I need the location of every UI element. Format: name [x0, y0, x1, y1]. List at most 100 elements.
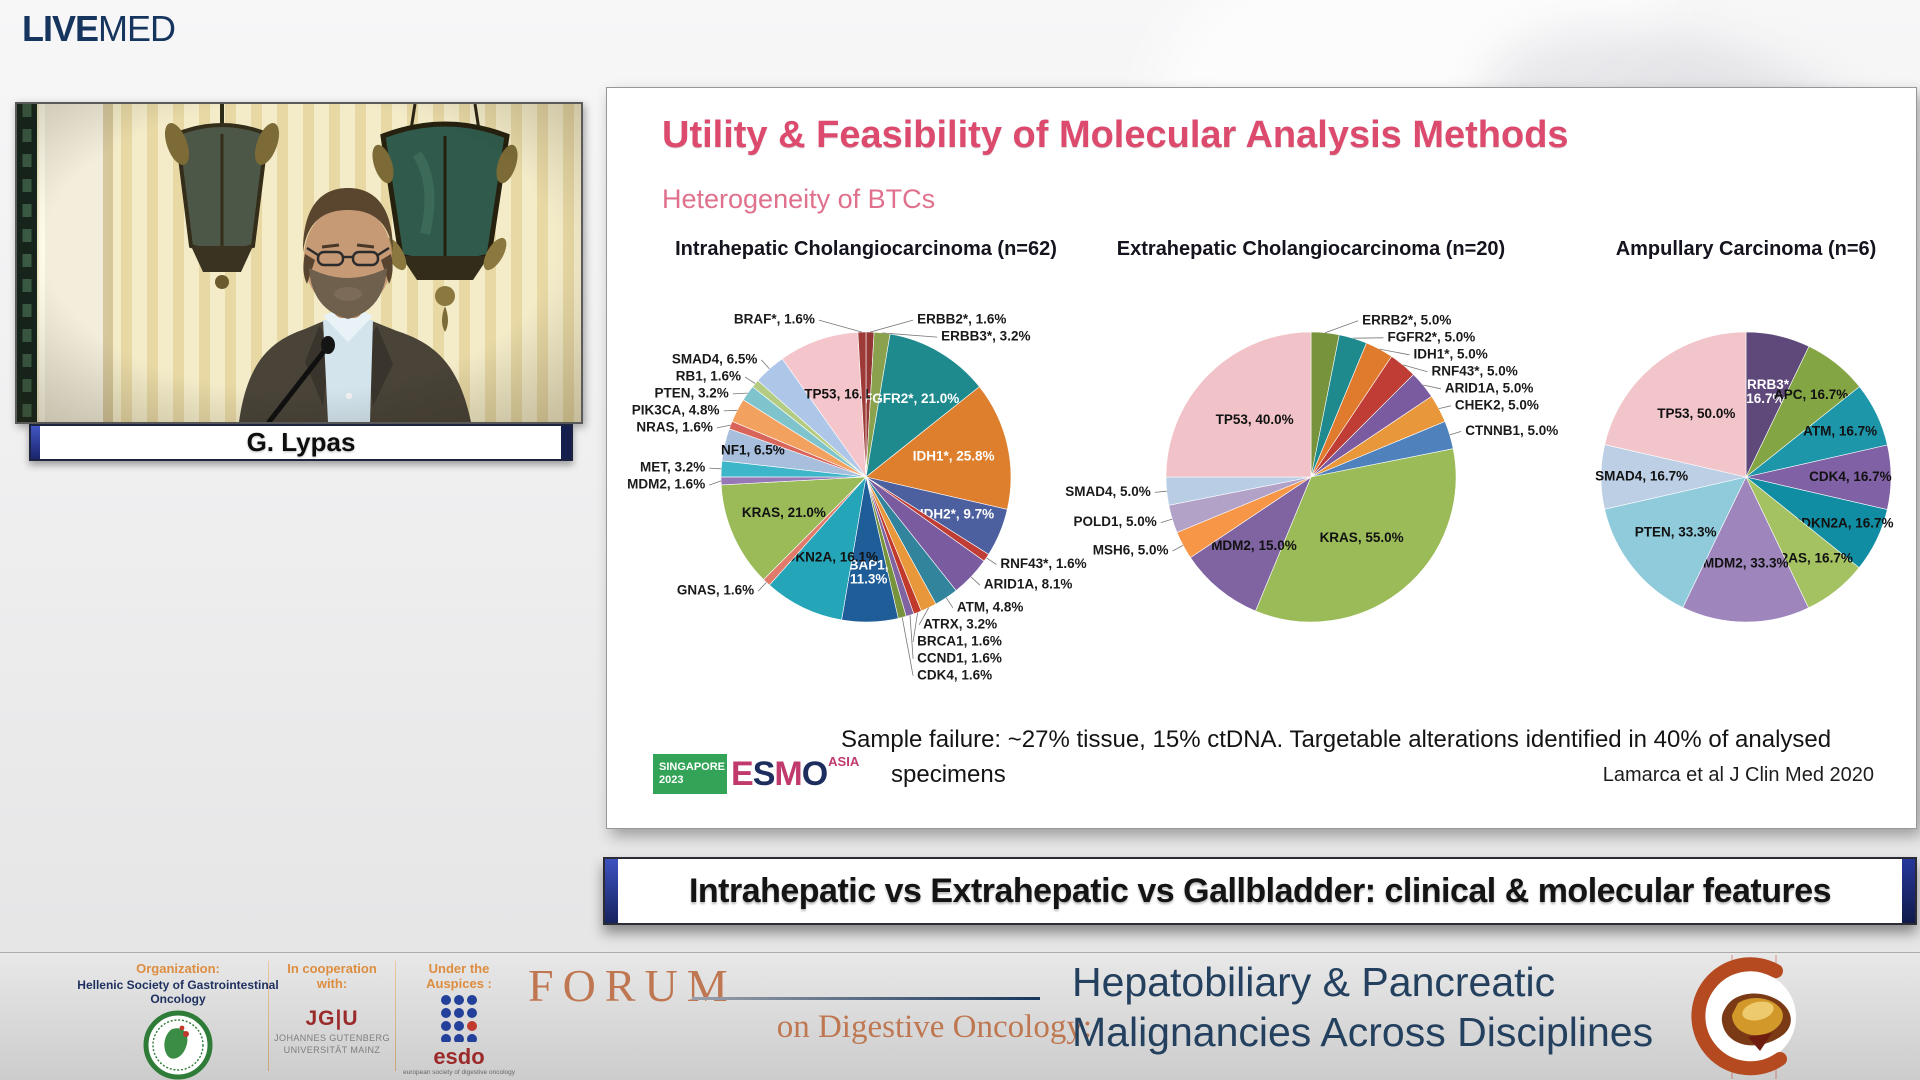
pie-slice: [781, 331, 867, 479]
pie-slice: [720, 476, 867, 581]
forum-topic-line1: Hepatobiliary & Pancreatic: [1072, 959, 1556, 1005]
esmo-wordmark: ESMO: [731, 755, 828, 793]
pie-slice: [768, 476, 867, 621]
pie-label: CDKN2A, 16.7%: [1792, 515, 1894, 530]
pie-label: PTEN, 3.2%: [654, 385, 728, 400]
livemed-logo-live: LIVE: [22, 8, 99, 49]
slide-title: Utility & Feasibility of Molecular Analy…: [662, 114, 1569, 156]
pie-label: FGFR2*, 21.0%: [864, 391, 959, 406]
cooperation-block: In cooperation with: JG|U JOHANNES GUTEN…: [272, 961, 392, 1055]
esdo-tagline: european society of digestive oncology: [402, 1069, 516, 1076]
pie-slice: [1189, 476, 1312, 612]
pie-slice: [1255, 448, 1457, 623]
pie-label: NF1, 6.5%: [721, 443, 785, 458]
pie-label: IDH2*, 9.7%: [920, 506, 994, 521]
pie-chart-3: Ampullary Carcinoma (n=6) ERRB3*, 16.7% APC…: [1491, 238, 1916, 707]
forum-topic-title: Hepatobiliary & Pancreatic Malignancies …: [1072, 957, 1653, 1057]
jgu-name-line2: UNIVERSITÄT MAINZ: [283, 1045, 381, 1055]
esmo-congress-logo: SINGAPORE 2023 ESMO ASIA: [653, 754, 859, 794]
forum-subtitle: on Digestive Oncology:: [776, 1009, 1092, 1045]
pie-svg: FGFR2*, 21.0% IDH1*, 25.8% IDH2*, 9.7% BAP1…: [627, 312, 1086, 683]
pie-label: RNF43*, 1.6%: [1000, 556, 1086, 571]
pie-label: MET, 3.2%: [640, 460, 705, 475]
pie-label: MSH6, 5.0%: [1093, 543, 1169, 558]
pie-label: CDK4, 1.6%: [917, 667, 992, 682]
pie-label: KRAS, 21.0%: [742, 505, 826, 520]
livemed-logo-med: MED: [98, 8, 176, 49]
pie-label: IDH1*, 5.0%: [1414, 346, 1488, 361]
pie-slice: [1604, 476, 1747, 608]
chart-title: Intrahepatic Cholangiocarcinoma (n=62): [675, 238, 1057, 260]
hellenic-society-logo: [143, 1010, 213, 1080]
esmo-asia-label: ASIA: [828, 754, 860, 769]
forum-title: FORUM: [528, 960, 737, 1011]
pie-label: TP53, 40.0%: [1216, 412, 1294, 427]
forum-liver-logo: [1691, 955, 1796, 1079]
forum-topic-line2: Malignancies Across Disciplines: [1072, 1009, 1654, 1055]
organization-block: Organization: Hellenic Society of Gastro…: [58, 961, 298, 1080]
pie-label: FGFR2*, 5.0%: [1388, 329, 1476, 344]
pie-slice: [865, 386, 1012, 510]
pie-label: POLD1, 5.0%: [1073, 514, 1156, 529]
pie-label: CDKN2A, 16.1%: [776, 550, 878, 565]
session-title-banner: Intrahepatic vs Extrahepatic vs Gallblad…: [603, 857, 1917, 925]
esmo-singapore-badge: SINGAPORE 2023: [653, 754, 727, 794]
pie-chart-1: Intrahepatic Cholangiocarcinoma (n=62) FG…: [611, 238, 1121, 707]
auspices-block: Under the Auspices : esdo european socie…: [400, 961, 518, 1076]
pie-label: ERRB3*, 16.7%: [1738, 377, 1793, 406]
pie-svg: ERRB3*, 16.7%APC, 16.7% ATM, 16.7% CDK4, 16…: [1595, 331, 1894, 623]
pie-label: ATRX, 3.2%: [923, 616, 997, 631]
pie-slice: [1604, 331, 1747, 478]
pie-label: ERBB2*, 1.6%: [917, 312, 1006, 327]
organization-label: Organization:: [136, 961, 220, 976]
charts-row: Intrahepatic Cholangiocarcinoma (n=62) FG…: [607, 238, 1916, 708]
auspices-label: Under the Auspices :: [426, 961, 492, 991]
forum-divider-line: [692, 997, 1040, 1000]
pie-label: CTNNB1, 5.0%: [1465, 423, 1558, 438]
pie-label: RNF43*, 5.0%: [1432, 363, 1518, 378]
organization-name: Hellenic Society of Gastrointestinal Onc…: [77, 978, 279, 1006]
jgu-logo: JG|U: [305, 1007, 359, 1030]
pie-label: RB1, 1.6%: [676, 368, 741, 383]
speaker-video: [15, 102, 583, 424]
footer-divider: [395, 961, 396, 1071]
pie-chart-2: Extrahepatic Cholangiocarcinoma (n=20) KR…: [1056, 238, 1566, 707]
pie-label: NRAS, 1.6%: [636, 419, 713, 434]
pie-label: BRCA1, 1.6%: [917, 633, 1002, 648]
pie-label: TP53, 50.0%: [1657, 406, 1735, 421]
presentation-slide: Utility & Feasibility of Molecular Analy…: [606, 87, 1917, 829]
pie-label: PTEN, 33.3%: [1635, 525, 1717, 540]
slide-subtitle: Heterogeneity of BTCs: [662, 184, 936, 214]
pie-label: KRAS, 55.0%: [1320, 530, 1404, 545]
pie-label: PIK3CA, 4.8%: [632, 402, 720, 417]
pie-label: ERBB3*, 3.2%: [941, 329, 1030, 344]
esdo-logo: [441, 995, 477, 1044]
pie-label: GNAS, 1.6%: [677, 583, 754, 598]
pie-slice: [1165, 331, 1312, 478]
pie-label: ARID1A, 8.1%: [984, 577, 1073, 592]
pie-label: BRAF*, 1.6%: [734, 312, 815, 327]
pie-label: BAP1, 11.3%: [849, 557, 889, 586]
chart-title: Extrahepatic Cholangiocarcinoma (n=20): [1116, 238, 1506, 260]
speaker-nameplate: G. Lypas: [29, 424, 573, 461]
pie-label: KRAS, 16.7%: [1769, 550, 1853, 565]
pie-label: MDM2, 33.3%: [1703, 556, 1789, 571]
pie-label: ATM, 4.8%: [957, 599, 1024, 614]
pie-label: APC, 16.7%: [1774, 387, 1848, 402]
pie-label: TP53, 16.1: [804, 386, 871, 401]
sample-failure-note: Sample failure: ~27% tissue, 15% ctDNA. …: [841, 726, 1832, 788]
speaker-video-frame: [17, 104, 581, 422]
livemed-logo: LIVEMED: [22, 8, 176, 50]
cooperation-label: In cooperation with:: [287, 961, 377, 991]
pie-label: CCND1, 1.6%: [917, 650, 1002, 665]
pie-slice: [865, 333, 980, 478]
pie-label: SMAD4, 6.5%: [672, 351, 758, 366]
pie-label: IDH1*, 25.8%: [913, 449, 995, 464]
pie-label: ARID1A, 5.0%: [1445, 380, 1534, 395]
esdo-wordmark: esdo: [433, 1044, 485, 1069]
pie-label: MDM2, 15.0%: [1211, 538, 1297, 553]
pie-label: SMAD4, 16.7%: [1595, 468, 1688, 483]
pie-label: SMAD4, 5.0%: [1065, 484, 1151, 499]
pie-label: MDM2, 1.6%: [627, 477, 705, 492]
